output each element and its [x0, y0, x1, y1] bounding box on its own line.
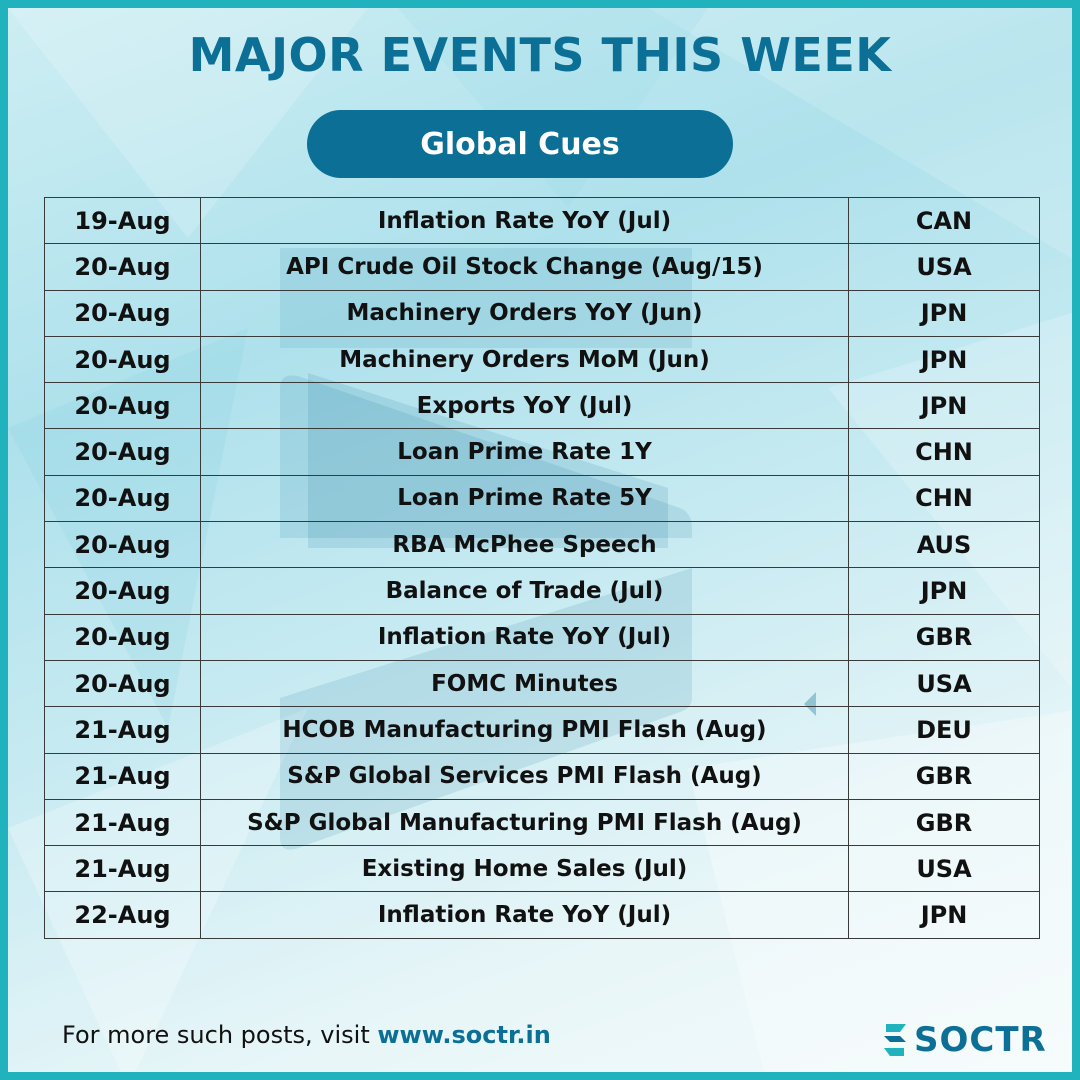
soctr-logo: SOCTR [882, 1020, 1047, 1060]
event-name-cell: Exports YoY (Jul) [200, 382, 849, 430]
events-table-body: 19-Aug Inflation Rate YoY (Jul) CAN 20-Aug A… [44, 196, 1040, 939]
table-row: 20-Aug Exports YoY (Jul) JPN [44, 382, 1040, 430]
event-country-cell: JPN [848, 891, 1040, 939]
table-row: 21-Aug HCOB Manufacturing PMI Flash (Aug)… [44, 706, 1040, 754]
event-country-cell: CHN [848, 474, 1040, 523]
events-table-container: 19-Aug Inflation Rate YoY (Jul) CAN 20-Aug A… [44, 196, 1040, 939]
event-country-cell: USA [848, 243, 1040, 291]
event-country-cell: GBR [848, 752, 1040, 800]
event-name-cell: Existing Home Sales (Jul) [200, 845, 849, 893]
website-link[interactable]: www.soctr.in [377, 1021, 551, 1049]
event-date-cell: 20-Aug [44, 382, 201, 430]
table-row: 19-Aug Inflation Rate YoY (Jul) CAN [44, 196, 1040, 245]
event-country-cell: CHN [848, 428, 1040, 476]
footer-caption: For more such posts, visit [62, 1021, 370, 1049]
table-row: 20-Aug RBA McPhee Speech AUS [44, 521, 1040, 569]
table-row: 21-Aug Existing Home Sales (Jul) USA [44, 845, 1040, 893]
event-date-cell: 20-Aug [44, 659, 201, 708]
soctr-logo-mark-icon [884, 1024, 906, 1056]
event-name-cell: Inflation Rate YoY (Jul) [200, 891, 849, 939]
table-row: 20-Aug Loan Prime Rate 5Y CHN [44, 474, 1040, 523]
event-name-cell: S&P Global Manufacturing PMI Flash (Aug) [200, 798, 849, 847]
event-country-cell: JPN [848, 335, 1040, 384]
event-date-cell: 21-Aug [44, 798, 201, 847]
event-name-cell: FOMC Minutes [200, 659, 849, 708]
event-country-cell: CAN [848, 196, 1040, 245]
event-name-cell: Inflation Rate YoY (Jul) [200, 196, 849, 245]
table-row: 21-Aug S&P Global Services PMI Flash (Aug… [44, 752, 1040, 800]
table-row: 20-Aug Balance of Trade (Jul) JPN [44, 567, 1040, 615]
event-country-cell: JPN [848, 289, 1040, 337]
event-date-cell: 20-Aug [44, 521, 201, 569]
event-country-cell: GBR [848, 798, 1040, 847]
event-date-cell: 20-Aug [44, 243, 201, 291]
event-date-cell: 20-Aug [44, 474, 201, 523]
table-row: 20-Aug FOMC Minutes USA [44, 659, 1040, 708]
table-row: 20-Aug Inflation Rate YoY (Jul) GBR [44, 613, 1040, 661]
event-date-cell: 21-Aug [44, 845, 201, 893]
events-table: 19-Aug Inflation Rate YoY (Jul) CAN 20-Aug A… [44, 196, 1040, 939]
event-name-cell: Inflation Rate YoY (Jul) [200, 613, 849, 661]
event-date-cell: 20-Aug [44, 567, 201, 615]
table-row: 22-Aug Inflation Rate YoY (Jul) JPN [44, 891, 1040, 939]
page-title: MAJOR EVENTS THIS WEEK [188, 28, 892, 82]
footer-text: For more such posts, visit www.soctr.in [62, 1021, 551, 1049]
table-row: 20-Aug Loan Prime Rate 1Y CHN [44, 428, 1040, 476]
event-name-cell: RBA McPhee Speech [200, 521, 849, 569]
event-country-cell: USA [848, 659, 1040, 708]
event-name-cell: Machinery Orders YoY (Jun) [200, 289, 849, 337]
event-date-cell: 21-Aug [44, 706, 201, 754]
table-row: 21-Aug S&P Global Manufacturing PMI Flash… [44, 798, 1040, 847]
event-date-cell: 20-Aug [44, 289, 201, 337]
event-date-cell: 20-Aug [44, 613, 201, 661]
event-name-cell: Balance of Trade (Jul) [200, 567, 849, 615]
event-name-cell: Machinery Orders MoM (Jun) [200, 335, 849, 384]
event-name-cell: Loan Prime Rate 1Y [200, 428, 849, 476]
table-row: 20-Aug API Crude Oil Stock Change (Aug/15… [44, 243, 1040, 291]
event-country-cell: JPN [848, 567, 1040, 615]
event-name-cell: HCOB Manufacturing PMI Flash (Aug) [200, 706, 849, 754]
event-name-cell: Loan Prime Rate 5Y [200, 474, 849, 523]
event-date-cell: 21-Aug [44, 752, 201, 800]
event-date-cell: 19-Aug [44, 196, 201, 245]
event-name-cell: S&P Global Services PMI Flash (Aug) [200, 752, 849, 800]
section-label: Global Cues [307, 110, 733, 178]
event-country-cell: AUS [848, 521, 1040, 569]
event-country-cell: DEU [848, 706, 1040, 754]
event-date-cell: 20-Aug [44, 428, 201, 476]
logo-text: SOCTR [914, 1020, 1047, 1060]
event-name-cell: API Crude Oil Stock Change (Aug/15) [200, 243, 849, 291]
event-date-cell: 22-Aug [44, 891, 201, 939]
table-row: 20-Aug Machinery Orders YoY (Jun) JPN [44, 289, 1040, 337]
event-country-cell: USA [848, 845, 1040, 893]
event-date-cell: 20-Aug [44, 335, 201, 384]
event-country-cell: JPN [848, 382, 1040, 430]
table-row: 20-Aug Machinery Orders MoM (Jun) JPN [44, 335, 1040, 384]
event-country-cell: GBR [848, 613, 1040, 661]
